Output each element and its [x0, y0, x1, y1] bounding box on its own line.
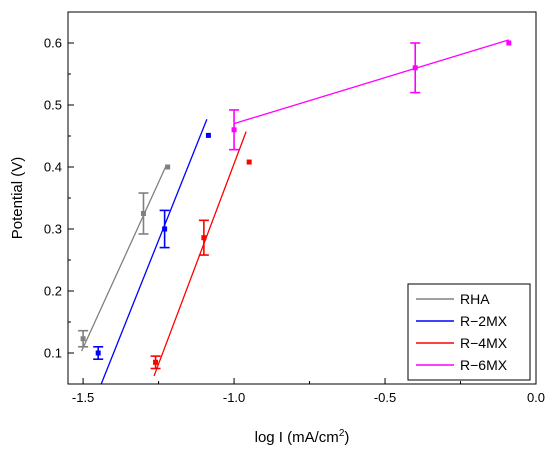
y-tick-label: 0.1 — [44, 346, 62, 361]
x-tick-label: -1.5 — [72, 390, 94, 405]
legend: RHA R−2MX R−4MX R−6MX — [407, 283, 531, 381]
series-r6mx — [229, 39, 512, 151]
data-point — [165, 164, 171, 170]
x-tick-label: -1.0 — [223, 390, 245, 405]
data-point — [246, 159, 252, 165]
data-point — [201, 235, 207, 241]
x-axis: -1.5 -1.0 -0.5 0.0 — [72, 378, 545, 405]
fit-line — [100, 119, 208, 385]
data-point — [95, 350, 101, 356]
y-tick-label: 0.3 — [44, 222, 62, 237]
legend-label: R−6MX — [460, 357, 508, 373]
plot-area — [78, 39, 512, 385]
fit-line — [80, 165, 167, 352]
y-tick-label: 0.5 — [44, 98, 62, 113]
series-r2mx — [93, 119, 211, 385]
x-axis-title: log I (mA/cm2) — [255, 428, 350, 446]
series-rha — [78, 164, 171, 352]
series-r4mx — [150, 131, 252, 377]
fit-line — [233, 39, 510, 125]
y-tick-label: 0.4 — [44, 160, 62, 175]
legend-label: RHA — [460, 291, 490, 307]
fit-line — [153, 131, 247, 377]
data-point — [140, 211, 146, 216]
data-point — [80, 336, 86, 342]
y-tick-label: 0.6 — [44, 36, 62, 51]
y-axis: 0.1 0.2 0.3 0.4 0.5 0.6 — [44, 11, 74, 361]
legend-box — [407, 283, 531, 381]
data-point — [231, 127, 237, 133]
data-point — [153, 359, 159, 365]
x-tick-label: 0.0 — [527, 390, 545, 405]
data-point — [506, 40, 512, 46]
y-tick-label: 0.2 — [44, 284, 62, 299]
data-point — [205, 132, 211, 138]
legend-label: R−2MX — [460, 313, 508, 329]
data-point — [162, 226, 168, 232]
data-point — [412, 65, 418, 71]
x-tick-label: -0.5 — [374, 390, 396, 405]
legend-label: R−4MX — [460, 335, 508, 351]
y-axis-title: Potential (V) — [9, 157, 26, 240]
